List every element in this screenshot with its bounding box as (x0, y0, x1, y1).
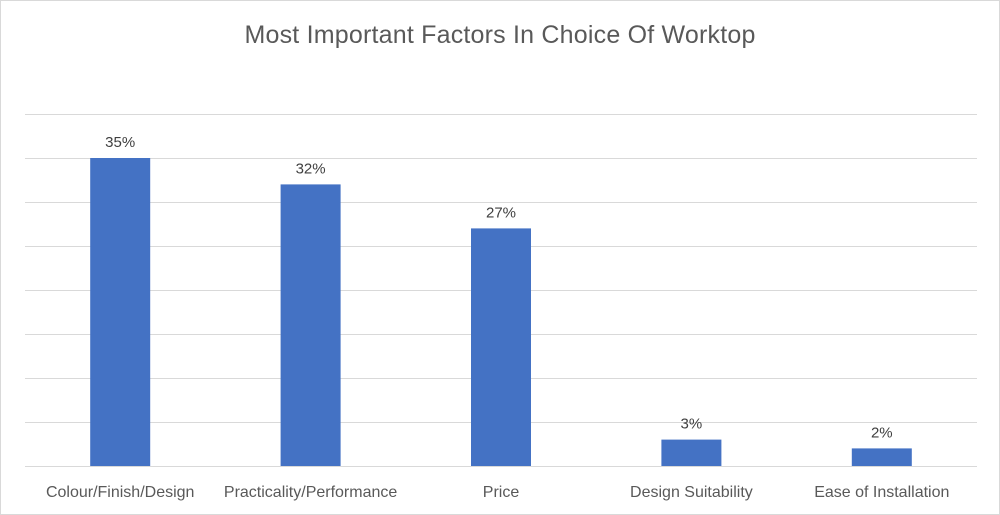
bar-2 (471, 228, 531, 466)
data-label-2: 27% (486, 204, 516, 221)
data-label-0: 35% (105, 134, 135, 151)
chart-title: Most Important Factors In Choice Of Work… (244, 21, 756, 49)
data-labels: 35% 32% 27% 3% 2% (105, 134, 892, 441)
bar-3 (661, 439, 722, 466)
data-label-1: 32% (296, 160, 326, 177)
bar-4 (851, 448, 912, 466)
category-label-0: Colour/Finish/Design (46, 484, 195, 501)
category-labels: Colour/Finish/Design Practicality/Perform… (46, 484, 949, 501)
data-label-3: 3% (681, 416, 703, 433)
bar-1 (280, 184, 341, 466)
bar-0 (90, 158, 151, 466)
bars (90, 158, 912, 466)
category-label-3: Design Suitability (630, 484, 753, 501)
category-label-1: Practicality/Performance (224, 484, 397, 501)
data-label-4: 2% (871, 424, 893, 441)
category-label-2: Price (483, 484, 520, 501)
category-label-4: Ease of Installation (814, 484, 949, 501)
